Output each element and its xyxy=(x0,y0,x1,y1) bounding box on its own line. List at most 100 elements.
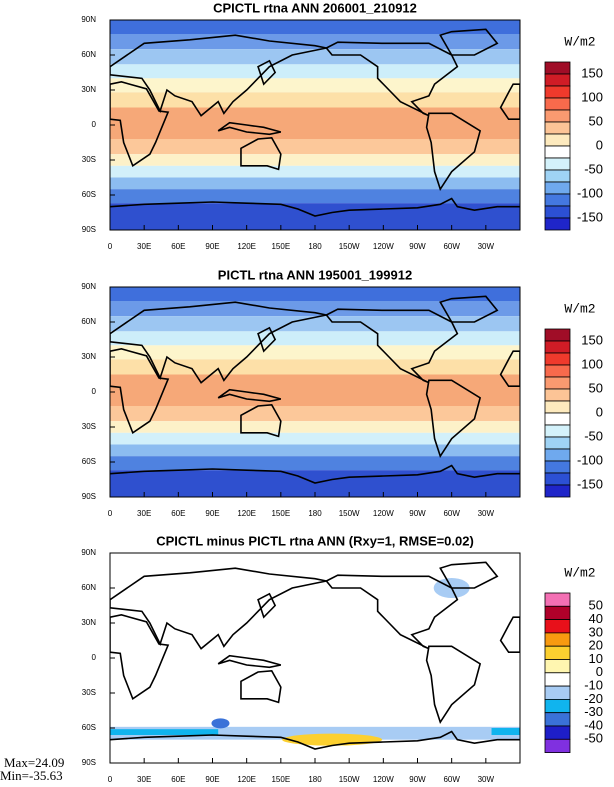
field-band xyxy=(110,456,520,471)
lon-label: 30W xyxy=(478,242,495,251)
colorbar-label: -150 xyxy=(577,209,603,224)
lon-label: 0 xyxy=(108,509,113,518)
colorbar-box xyxy=(544,592,571,607)
lat-label: 60N xyxy=(81,50,96,59)
colorbar-box xyxy=(544,340,571,354)
lat-label: 0 xyxy=(92,120,97,129)
lon-label: 30E xyxy=(137,775,151,782)
lat-label: 30N xyxy=(81,85,96,94)
colorbar-box xyxy=(544,632,571,647)
colorbar-label: 50 xyxy=(589,598,603,613)
lat-label: 30N xyxy=(81,352,96,361)
colorbar-box xyxy=(544,169,571,183)
field-band xyxy=(110,406,520,422)
lon-label: 30W xyxy=(478,775,495,782)
lon-label: 60W xyxy=(443,242,460,251)
units-label: W/m2 xyxy=(564,301,595,316)
lat-label: 60S xyxy=(82,723,96,732)
lon-label: 90E xyxy=(205,775,219,782)
panel-title: CPICTL minus PICTL rtna ANN (Rxy=1, RMSE… xyxy=(156,533,474,548)
field-band xyxy=(110,154,520,166)
colorbar-label: 0 xyxy=(596,137,603,152)
lat-label: 30S xyxy=(82,155,96,164)
colorbar-box xyxy=(544,659,571,674)
colorbar-label: 100 xyxy=(581,89,603,104)
field-band xyxy=(110,287,520,301)
lat-label: 0 xyxy=(92,653,97,662)
lon-label: 150W xyxy=(339,242,360,251)
colorbar-box xyxy=(544,448,571,462)
lon-label: 60W xyxy=(443,509,460,518)
lon-label: 150E xyxy=(271,242,290,251)
lon-label: 120W xyxy=(373,775,394,782)
map-field xyxy=(110,287,520,497)
colorbar-box xyxy=(544,619,571,634)
field-patch xyxy=(211,718,230,729)
colorbar-box xyxy=(544,352,571,366)
colorbar-box xyxy=(544,672,571,687)
lat-label: 30S xyxy=(82,422,96,431)
colorbar-label: -10 xyxy=(584,678,603,693)
lat-label: 30S xyxy=(82,688,96,697)
field-patch xyxy=(110,729,219,735)
colorbar-box xyxy=(544,121,571,135)
field-band xyxy=(110,345,520,360)
lon-label: 30E xyxy=(137,509,151,518)
colorbar-box xyxy=(544,328,571,342)
lat-label: 60N xyxy=(81,317,96,326)
field-band xyxy=(110,359,520,375)
colorbar-label: -30 xyxy=(584,704,603,719)
colorbar-label: -40 xyxy=(584,717,603,732)
colorbar-box xyxy=(544,388,571,402)
field-patch xyxy=(491,728,520,735)
colorbar-box xyxy=(544,61,571,75)
field-band xyxy=(110,20,520,34)
lat-label: 90N xyxy=(81,548,96,557)
field-band xyxy=(110,189,520,204)
lon-label: 150E xyxy=(271,775,290,782)
field-band xyxy=(110,165,520,178)
field-band xyxy=(110,374,520,406)
lon-label: 30E xyxy=(137,242,151,251)
lon-label: 60E xyxy=(171,242,185,251)
lon-label: 180 xyxy=(308,775,322,782)
map-field xyxy=(110,20,520,230)
colorbar-box xyxy=(544,460,571,474)
colorbar-label: -50 xyxy=(584,161,603,176)
field-band xyxy=(110,107,520,139)
colorbar-box xyxy=(544,738,571,753)
stat-max: Max=24.09 xyxy=(4,755,64,770)
stat-min: Min=-35.63 xyxy=(0,768,63,782)
colorbar-box xyxy=(544,145,571,159)
map-panel: CPICTL rtna ANN 206001_210912 90N 60N 30N 0 3… xyxy=(81,0,603,251)
lat-label: 90N xyxy=(81,282,96,291)
colorbar-box xyxy=(544,364,571,378)
map-field xyxy=(110,553,520,763)
lon-label: 180 xyxy=(308,242,322,251)
lon-label: 90W xyxy=(409,775,426,782)
units-label: W/m2 xyxy=(564,565,595,580)
colorbar-box xyxy=(544,205,571,219)
colorbar-box xyxy=(544,400,571,414)
field-band xyxy=(110,78,520,93)
lat-label: 60S xyxy=(82,190,96,199)
lon-label: 90W xyxy=(409,242,426,251)
lon-label: 90W xyxy=(409,509,426,518)
colorbar-box xyxy=(544,605,571,620)
lon-label: 120W xyxy=(373,509,394,518)
units-label: W/m2 xyxy=(564,34,595,49)
colorbar-label: 10 xyxy=(589,651,603,666)
colorbar-box xyxy=(544,685,571,700)
lon-label: 0 xyxy=(108,242,113,251)
colorbar-box xyxy=(544,376,571,390)
lat-label: 0 xyxy=(92,387,97,396)
lon-label: 150W xyxy=(339,775,360,782)
colorbar-box xyxy=(544,424,571,438)
panel-title: PICTL rtna ANN 195001_199912 xyxy=(218,267,412,282)
field-band xyxy=(110,444,520,457)
colorbar-box xyxy=(544,725,571,740)
lat-label: 90S xyxy=(82,758,96,767)
colorbar-label: 20 xyxy=(589,638,603,653)
colorbar-box xyxy=(544,109,571,123)
colorbar-label: -100 xyxy=(577,452,603,467)
